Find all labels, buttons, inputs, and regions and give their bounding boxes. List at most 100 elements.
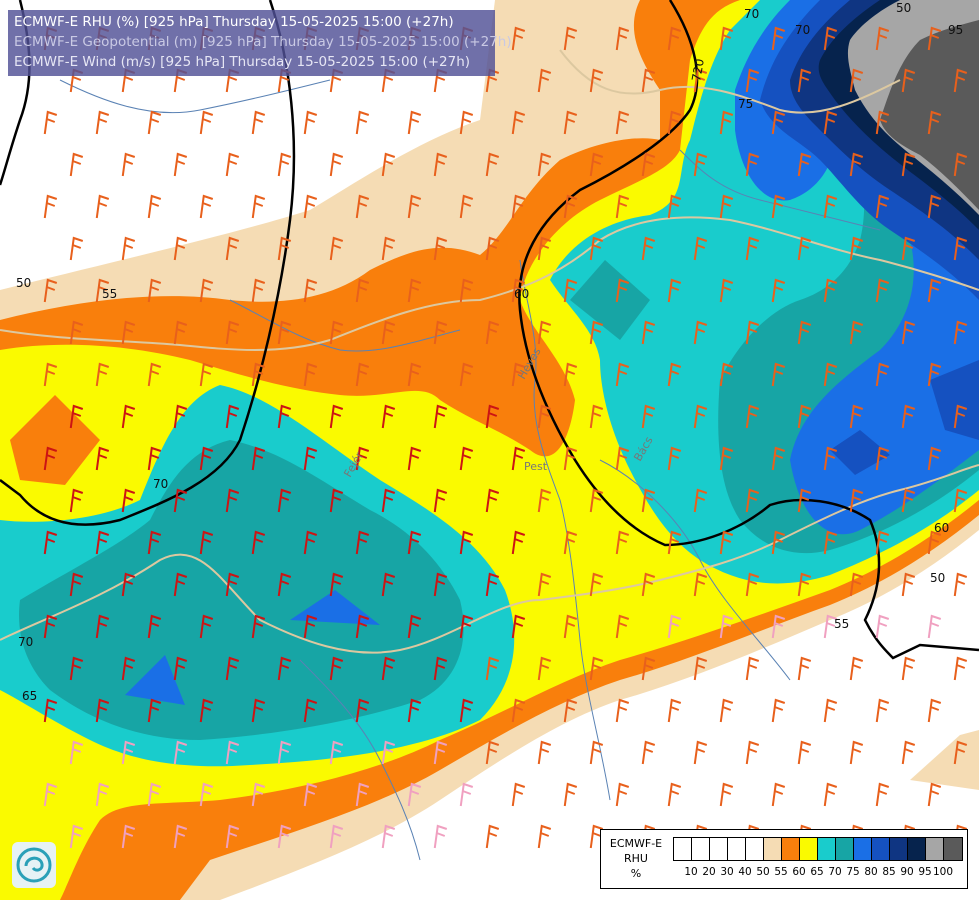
wind-barb [719,26,734,51]
legend-swatch [854,838,872,860]
wind-barb [225,572,240,597]
wind-barb [199,110,214,135]
wind-barb [875,26,890,51]
wind-barb [433,320,448,345]
wind-barb [953,740,968,765]
wind-barb [589,488,604,513]
wind-barb [849,152,864,177]
wind-barb [823,614,838,639]
wind-barb [407,530,422,555]
wind-barb [667,362,682,387]
wind-barb [953,236,968,261]
wind-barb [797,572,812,597]
wind-barb [485,404,500,429]
wind-barb [251,362,266,387]
contour-label: 70 [18,635,33,649]
wind-barb [277,740,292,765]
wind-barb [147,110,162,135]
wind-barb [433,152,448,177]
legend-tick-label: 85 [882,866,896,878]
wind-barb [511,362,526,387]
wind-barb [667,278,682,303]
wind-barb [667,782,682,807]
wind-barb [953,152,968,177]
wind-barb [173,824,188,849]
wind-barb [693,152,708,177]
legend-tick-label: 20 [702,866,716,878]
wind-barb [277,152,292,177]
wind-barb [849,236,864,261]
wind-barb [511,446,526,471]
wind-barb [199,530,214,555]
wind-barb [823,446,838,471]
wind-barb [43,194,58,219]
wind-barb [589,404,604,429]
wind-barb [693,68,708,93]
wind-barb [95,362,110,387]
wind-barb [251,446,266,471]
wind-barb [745,740,760,765]
wind-barb [719,782,734,807]
wind-barb [251,530,266,555]
wind-barb [823,110,838,135]
wind-barb [459,698,474,723]
legend-tick-label: 10 [684,866,698,878]
contour-label: 60 [514,287,529,301]
legend-tick-label: 55 [774,866,788,878]
wind-barb [277,236,292,261]
wind-barb [225,656,240,681]
wind-barb [511,26,526,51]
wind-barb [927,194,942,219]
wind-barb [173,152,188,177]
wind-barb [563,362,578,387]
wind-barb [433,572,448,597]
wind-barb [745,320,760,345]
wind-barb [225,152,240,177]
wind-barb [173,572,188,597]
wind-barb [173,236,188,261]
wind-barb [407,698,422,723]
wind-barb [277,404,292,429]
legend-swatch [890,838,908,860]
wind-barb [771,362,786,387]
wind-barb [199,782,214,807]
wind-barb [43,782,58,807]
wind-barb [69,404,84,429]
wind-barb [797,740,812,765]
wind-barb [329,152,344,177]
wind-barb [433,404,448,429]
wind-barb [355,194,370,219]
wind-barb [875,614,890,639]
wind-barb [511,782,526,807]
wind-barb [797,68,812,93]
wind-barb [511,614,526,639]
wind-barb [511,698,526,723]
wind-barb [693,656,708,681]
legend-tick-label: 40 [738,866,752,878]
wind-barb [303,110,318,135]
wind-barb [745,572,760,597]
wind-barb [225,740,240,765]
wind-barb [693,740,708,765]
wind-barb [875,278,890,303]
wind-barb [615,26,630,51]
wind-barb [485,824,500,849]
legend-swatch [944,838,962,860]
legend-label-model: ECMWF-E [609,837,663,850]
wind-barb [407,782,422,807]
wind-barb [823,530,838,555]
wind-barb [615,194,630,219]
wind-barb [589,68,604,93]
wind-barb [745,656,760,681]
wind-barb [771,194,786,219]
wind-barb [251,278,266,303]
wind-barb [641,404,656,429]
wind-barb [875,698,890,723]
wind-barb [745,488,760,513]
title-geopotential: ECMWF-E Geopotential (m) [925 hPa] Thurs… [14,34,512,50]
legend-swatch [746,838,764,860]
wind-barb [537,656,552,681]
wind-barb [771,614,786,639]
wind-barb [43,110,58,135]
legend-swatch [728,838,746,860]
